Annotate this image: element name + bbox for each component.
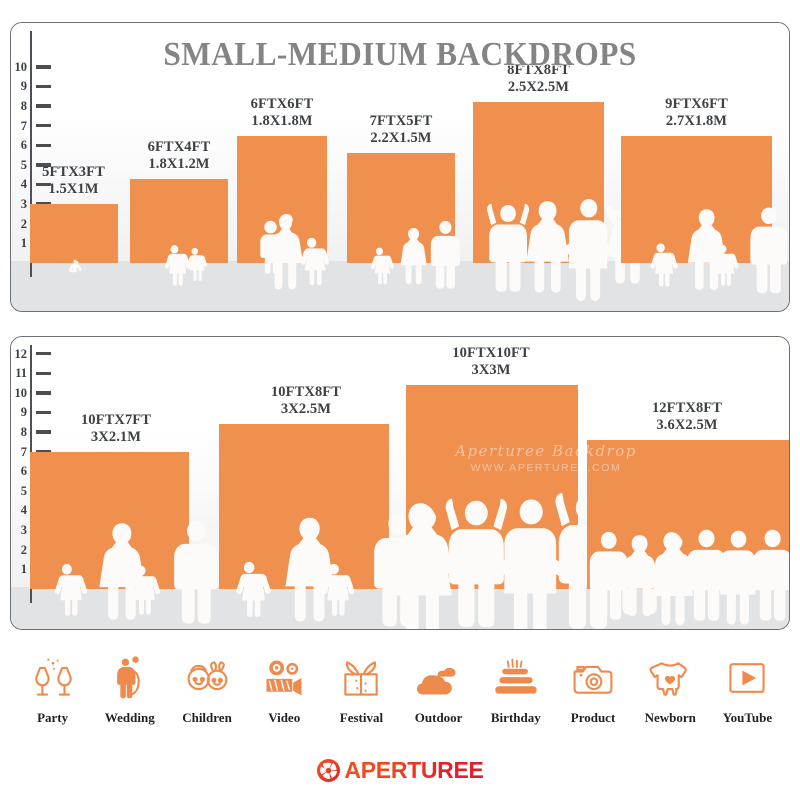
y-tick-label: 4 bbox=[20, 503, 27, 518]
bar-label-6ftx6ft: 6FTX6FT 1.8X1.8M bbox=[250, 95, 314, 129]
y-tick-label: 1 bbox=[20, 236, 27, 251]
category-label: Product bbox=[570, 710, 616, 725]
y-tick-mark bbox=[36, 352, 51, 356]
bar-label-9ftx6ft: 9FTX6FT 2.7X1.8M bbox=[665, 95, 728, 129]
play-button-icon[interactable] bbox=[724, 652, 770, 704]
bar-6ftx6ft bbox=[237, 135, 327, 263]
y-tick-label: 11 bbox=[15, 366, 27, 381]
bar-label-8ftx8ft: 8FTX8FT 2.5X2.5M bbox=[507, 62, 570, 96]
floor-band bbox=[11, 587, 789, 629]
category-label: Wedding bbox=[104, 710, 155, 725]
bar-12ftx8ft bbox=[587, 440, 789, 589]
category-festival[interactable]: Festival bbox=[323, 652, 400, 726]
category-product[interactable]: Product bbox=[554, 652, 631, 726]
y-tick-mark bbox=[36, 391, 51, 395]
y-tick-label: 5 bbox=[20, 483, 27, 498]
y-axis-line bbox=[30, 31, 32, 277]
y-tick-label: 7 bbox=[20, 118, 27, 133]
category-birthday[interactable]: Birthday bbox=[477, 652, 554, 726]
bar-label-5ftx3ft: 5FTX3FT 1.5X1M bbox=[42, 164, 105, 198]
bar-label-6ftx4ft: 6FTX4FT 1.8X1.2M bbox=[147, 138, 211, 172]
category-label: Video bbox=[268, 710, 301, 725]
bar-label-10ftx10ft: 10FTX10FT 3X3M bbox=[452, 345, 530, 379]
y-tick-mark bbox=[36, 104, 51, 108]
bar-5ftx3ft bbox=[30, 204, 118, 263]
y-tick-label: 1 bbox=[20, 562, 27, 577]
y-tick-mark bbox=[36, 410, 51, 415]
brand-name: APERTUREE bbox=[344, 757, 484, 783]
category-party[interactable]: Party bbox=[14, 652, 91, 726]
bar-7ftx5ft bbox=[347, 153, 455, 263]
y-tick-label: 6 bbox=[20, 138, 27, 153]
bar-label-10ftx8ft: 10FTX8FT 3X2.5M bbox=[270, 384, 342, 418]
y-tick-label: 2 bbox=[20, 216, 27, 231]
y-tick-mark bbox=[36, 182, 51, 187]
y-tick-label: 2 bbox=[20, 542, 27, 557]
bar-8ftx8ft bbox=[473, 102, 604, 263]
category-label: Newborn bbox=[644, 710, 696, 725]
birthday-cake-icon[interactable] bbox=[493, 652, 539, 704]
chart-panel-large: 1 2 3 4 5 6 7 8 9 10 11 12 10FTX7FT 3X2.1M 10FTX8FT… bbox=[10, 336, 790, 630]
category-video[interactable]: Video bbox=[246, 652, 323, 726]
y-tick-mark bbox=[36, 163, 51, 167]
page-title: SMALL-MEDIUM BACKDROPS bbox=[163, 36, 637, 73]
y-tick-label: 12 bbox=[14, 346, 28, 361]
y-tick-label: 8 bbox=[20, 98, 27, 113]
bar-6ftx4ft bbox=[130, 178, 228, 263]
floor-band bbox=[11, 261, 789, 311]
category-youtube[interactable]: YouTube bbox=[709, 652, 786, 726]
y-tick-mark bbox=[36, 124, 51, 128]
category-icon-strip: Party Wedding Children bbox=[14, 652, 786, 752]
champagne-glasses-icon[interactable] bbox=[30, 652, 76, 704]
y-tick-mark bbox=[36, 371, 51, 376]
camera-icon[interactable] bbox=[570, 652, 616, 704]
shutter-icon bbox=[317, 759, 341, 782]
category-children[interactable]: Children bbox=[168, 652, 245, 726]
y-tick-label: 3 bbox=[20, 522, 27, 537]
category-newborn[interactable]: Newborn bbox=[632, 652, 709, 726]
category-label: Outdoor bbox=[414, 710, 463, 725]
brand-logo: APERTUREE bbox=[0, 757, 800, 784]
bar-10ftx10ft bbox=[406, 385, 578, 589]
y-tick-label: 4 bbox=[20, 177, 27, 192]
y-tick-label: 3 bbox=[20, 196, 27, 211]
y-tick-label: 9 bbox=[20, 79, 27, 94]
y-tick-mark bbox=[36, 65, 51, 69]
y-tick-mark bbox=[36, 450, 51, 454]
y-tick-label: 10 bbox=[14, 385, 28, 400]
bride-icon[interactable] bbox=[107, 652, 153, 704]
category-label: Festival bbox=[339, 710, 384, 725]
y-tick-label: 6 bbox=[20, 464, 27, 479]
bar-10ftx7ft bbox=[30, 451, 189, 589]
baby-onesie-icon[interactable] bbox=[647, 652, 693, 704]
y-tick-label: 7 bbox=[20, 444, 27, 459]
gift-box-icon[interactable] bbox=[338, 652, 384, 704]
cloud-icon[interactable] bbox=[416, 652, 462, 704]
bar-label-12ftx8ft: 12FTX8FT 3.6X2.5M bbox=[651, 400, 723, 433]
bar-label-10ftx7ft: 10FTX7FT 3X2.1M bbox=[80, 411, 152, 445]
two-kids-faces-icon[interactable] bbox=[184, 652, 230, 704]
y-tick-label: 9 bbox=[20, 405, 27, 420]
y-tick-mark bbox=[36, 430, 51, 434]
y-tick-label: 10 bbox=[14, 59, 28, 74]
bar-10ftx8ft bbox=[219, 424, 389, 589]
movie-camera-icon[interactable] bbox=[261, 652, 307, 704]
y-tick-label: 8 bbox=[20, 424, 27, 439]
y-tick-mark bbox=[36, 143, 51, 148]
y-tick-label: 5 bbox=[20, 157, 27, 172]
y-tick-mark bbox=[36, 84, 51, 89]
y-tick-mark bbox=[36, 202, 51, 206]
bar-label-7ftx5ft: 7FTX5FT 2.2X1.5M bbox=[369, 113, 433, 147]
category-label: Birthday bbox=[490, 710, 541, 725]
category-label: YouTube bbox=[722, 710, 773, 725]
category-label: Children bbox=[182, 710, 232, 725]
category-label: Party bbox=[37, 710, 69, 725]
category-outdoor[interactable]: Outdoor bbox=[400, 652, 477, 726]
bar-9ftx6ft bbox=[621, 135, 772, 263]
category-wedding[interactable]: Wedding bbox=[91, 652, 168, 726]
